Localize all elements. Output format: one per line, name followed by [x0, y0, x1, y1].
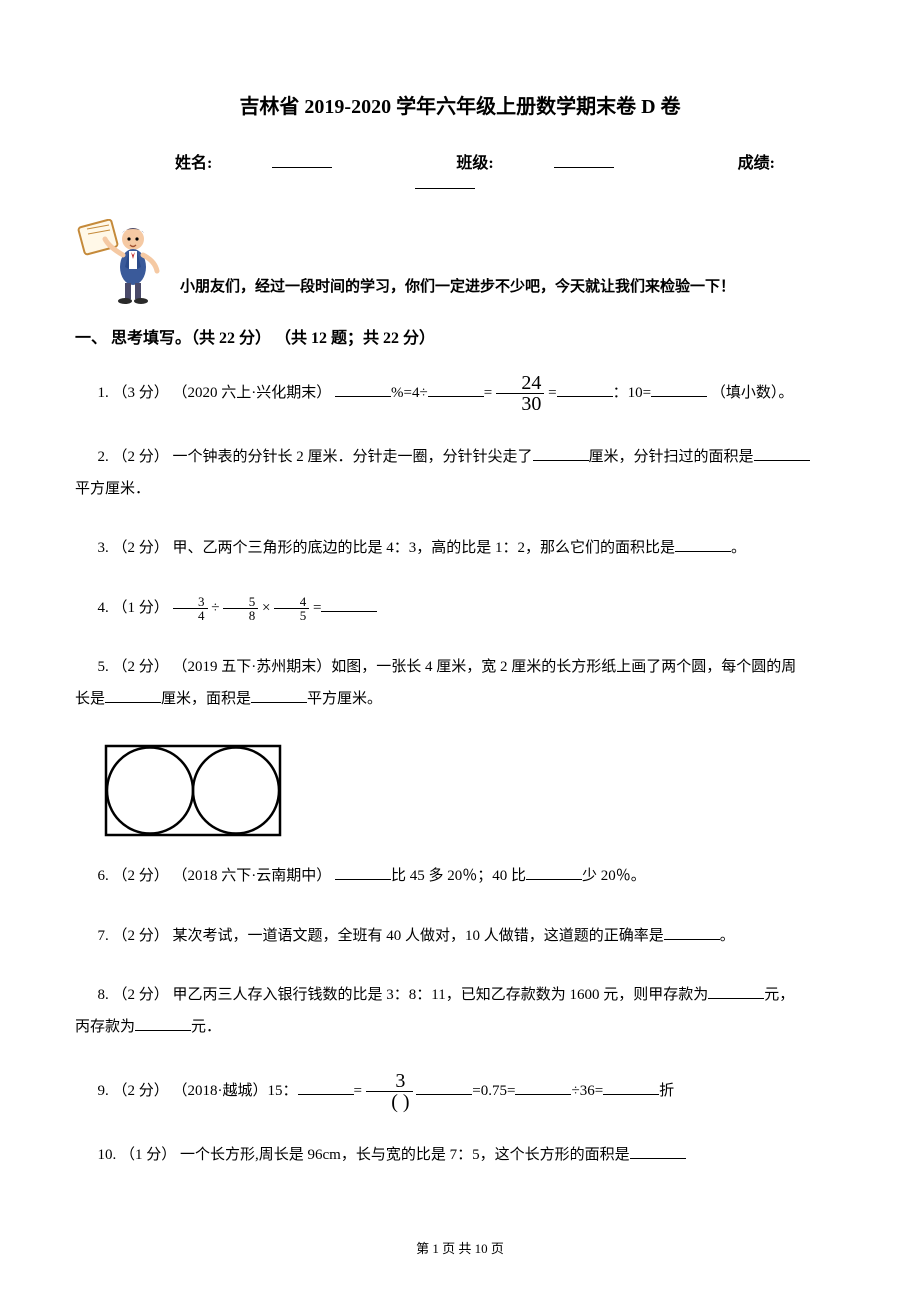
q7-a: 7. （2 分） 某次考试，一道语文题，全班有 40 人做对，10 人做错，这道… — [98, 928, 664, 944]
q9-b: = — [354, 1083, 366, 1099]
q1-p3: = — [544, 385, 556, 401]
page-footer: 第 1 页 共 10 页 — [0, 1238, 920, 1257]
q3-a: 3. （2 分） 甲、乙两个三角形的底边的比是 4：3，高的比是 1：2，那么它… — [98, 540, 676, 556]
q1-blank-3 — [557, 381, 613, 397]
q1-blank-4 — [651, 381, 707, 397]
q1-frac-num: 24 — [496, 373, 545, 394]
q7-blank — [664, 924, 720, 940]
q4-op1: ÷ — [208, 600, 224, 616]
q9-blank-2 — [416, 1079, 472, 1095]
question-7: 7. （2 分） 某次考试，一道语文题，全班有 40 人做对，10 人做错，这道… — [75, 921, 845, 953]
q5-blank-2 — [251, 687, 307, 703]
page-title: 吉林省 2019-2020 学年六年级上册数学期末卷 D 卷 — [75, 90, 845, 119]
question-9: 9. （2 分） （2018·越城）15： = 3( ) =0.75= ÷36= 折 — [75, 1071, 845, 1112]
q5-a: 5. （2 分） （2019 五下·苏州期末）如图，一张长 4 厘米，宽 2 厘… — [98, 659, 797, 675]
question-6: 6. （2 分） （2018 六下·云南期中） 比 45 多 20％；40 比 少… — [75, 861, 845, 893]
q4-frac-1: 34 — [173, 595, 208, 622]
q6-a: 6. （2 分） （2018 六下·云南期中） — [98, 868, 336, 884]
q2-blank-2 — [754, 445, 810, 461]
q8-c: 丙存款为 — [75, 1019, 135, 1035]
q5-b: 长是 — [75, 691, 105, 707]
q6-blank-2 — [526, 864, 582, 880]
q4-eq: = — [309, 600, 321, 616]
q1-p1: %=4÷ — [391, 385, 428, 401]
q9-blank-1 — [298, 1079, 354, 1095]
q2-b: 厘米，分针扫过的面积是 — [589, 449, 754, 465]
intro-text: 小朋友们，经过一段时间的学习，你们一定进步不少吧，今天就让我们来检验一下！ — [180, 275, 735, 304]
q5-figure — [103, 743, 845, 843]
class-blank — [554, 152, 614, 168]
intro-row: 小朋友们，经过一段时间的学习，你们一定进步不少吧，今天就让我们来检验一下！ — [75, 219, 845, 304]
q1-pre: 1. （3 分） （2020 六上·兴化期末） — [98, 385, 336, 401]
q6-b: 比 45 多 20％；40 比 — [391, 868, 526, 884]
question-1: 1. （3 分） （2020 六上·兴化期末） %=4÷ = 2430 = ：10=… — [75, 373, 845, 414]
q8-blank-1 — [708, 983, 764, 999]
q1-p5: （填小数）。 — [707, 385, 793, 401]
q8-blank-2 — [135, 1015, 191, 1031]
q9-blank-3 — [515, 1079, 571, 1095]
question-8: 8. （2 分） 甲乙丙三人存入银行钱数的比是 3：8：11，已知乙存款数为 1… — [75, 980, 845, 1043]
q7-b: 。 — [720, 928, 735, 944]
q5-blank-1 — [105, 687, 161, 703]
q9-d: =0.75= — [472, 1083, 515, 1099]
q4-blank — [321, 596, 377, 612]
teacher-icon — [75, 219, 170, 304]
q9-f: 折 — [659, 1083, 674, 1099]
q6-blank-1 — [335, 864, 391, 880]
q5-d: 平方厘米。 — [307, 691, 382, 707]
q2-a: 2. （2 分） 一个钟表的分针长 2 厘米．分针走一圈，分针针尖走了 — [98, 449, 533, 465]
q2-c: 平方厘米． — [75, 481, 150, 497]
score-label: 成绩: — [738, 155, 775, 172]
q4-frac-2: 58 — [223, 595, 258, 622]
q5-c: 厘米，面积是 — [161, 691, 251, 707]
q1-blank-1 — [335, 381, 391, 397]
q4-op2: × — [258, 600, 274, 616]
q6-c: 少 20％。 — [582, 868, 646, 884]
q1-fraction: 2430 — [496, 373, 545, 414]
q10-a: 10. （1 分） 一个长方形,周长是 96cm，长与宽的比是 7：5，这个长方… — [98, 1147, 630, 1163]
question-2: 2. （2 分） 一个钟表的分针长 2 厘米．分针走一圈，分针针尖走了 厘米，分针… — [75, 442, 845, 505]
q4-pre: 4. （1 分） — [98, 600, 173, 616]
q8-a: 8. （2 分） 甲乙丙三人存入银行钱数的比是 3：8：11，已知乙存款数为 1… — [98, 987, 709, 1003]
q9-fraction: 3( ) — [366, 1071, 413, 1112]
q1-frac-den: 30 — [496, 394, 545, 414]
question-5: 5. （2 分） （2019 五下·苏州期末）如图，一张长 4 厘米，宽 2 厘… — [75, 652, 845, 715]
section-heading-1: 一、 思考填写。（共 22 分） （共 12 题；共 22 分） — [75, 324, 845, 348]
q9-a: 9. （2 分） （2018·越城）15： — [98, 1083, 298, 1099]
q1-p4: ：10= — [613, 385, 651, 401]
class-label: 班级: — [456, 155, 493, 172]
q1-p2: = — [484, 385, 496, 401]
student-info-row: 姓名: 班级: 成绩: — [75, 149, 845, 194]
q8-d: 元． — [191, 1019, 221, 1035]
score-blank — [415, 173, 475, 189]
question-4: 4. （1 分） 34 ÷ 58 × 45 = — [75, 593, 845, 625]
name-blank — [272, 152, 332, 168]
question-10: 10. （1 分） 一个长方形,周长是 96cm，长与宽的比是 7：5，这个长方… — [75, 1140, 845, 1172]
q3-blank — [675, 536, 731, 552]
q4-frac-3: 45 — [274, 595, 309, 622]
name-label: 姓名: — [175, 155, 212, 172]
q9-blank-4 — [603, 1079, 659, 1095]
q9-e: ÷36= — [571, 1083, 603, 1099]
q10-blank — [630, 1143, 686, 1159]
q2-blank-1 — [533, 445, 589, 461]
question-3: 3. （2 分） 甲、乙两个三角形的底边的比是 4：3，高的比是 1：2，那么它… — [75, 533, 845, 565]
q3-b: 。 — [731, 540, 746, 556]
q1-blank-2 — [428, 381, 484, 397]
q8-b: 元， — [764, 987, 794, 1003]
